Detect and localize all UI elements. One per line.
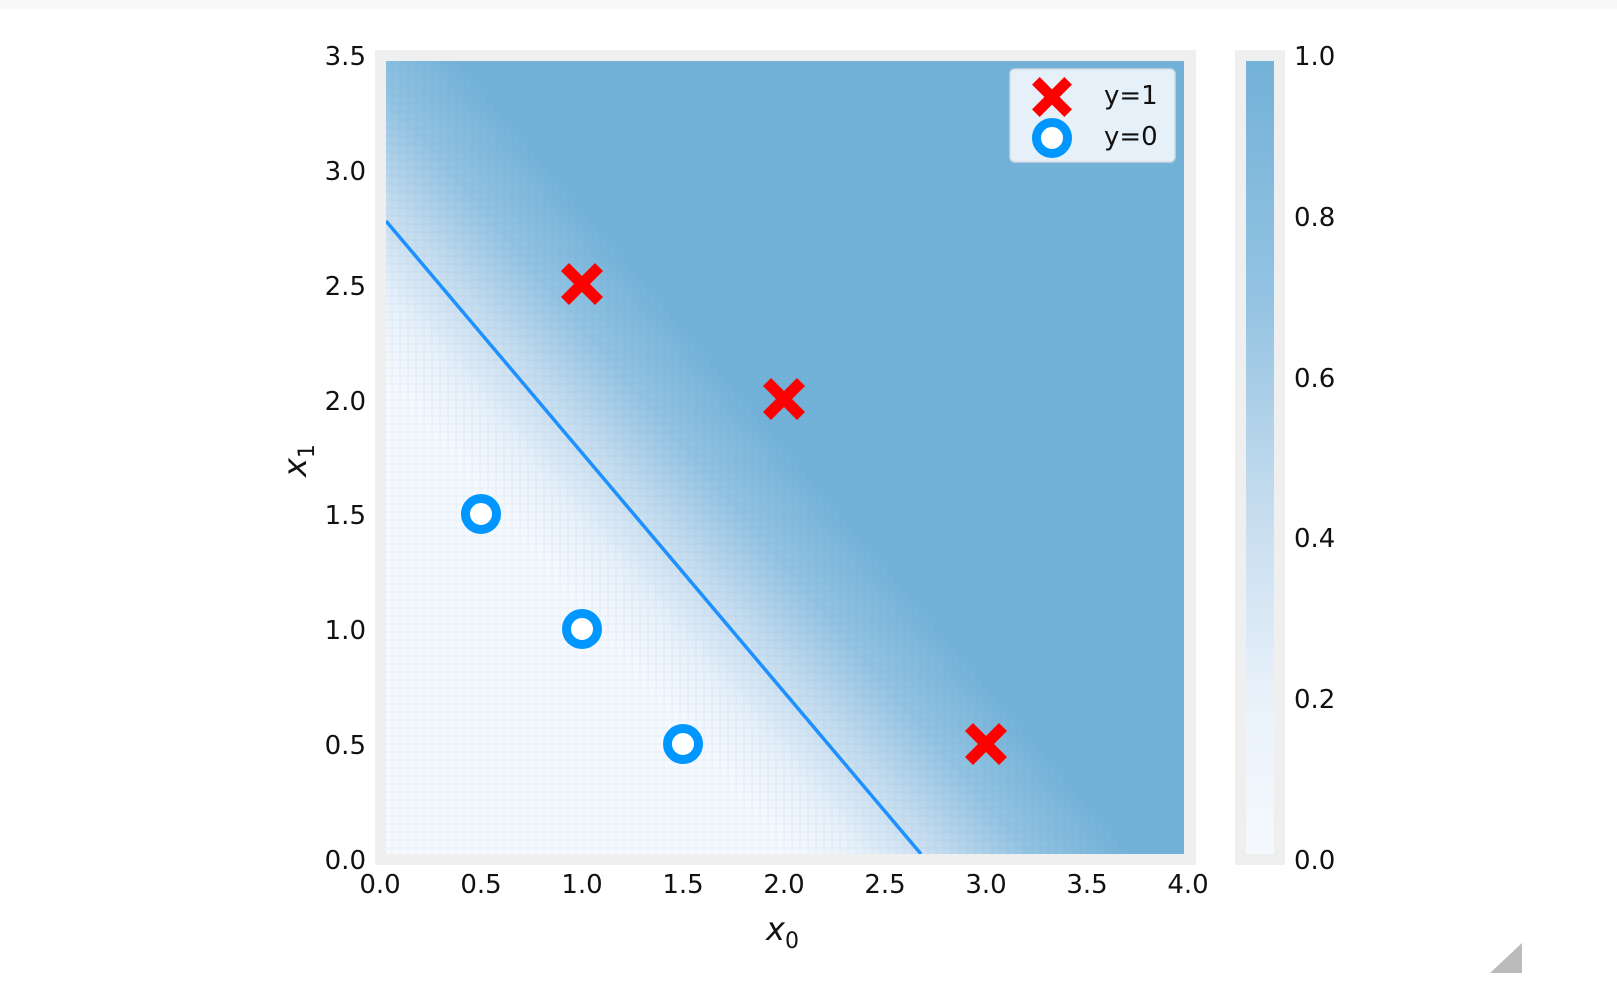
- top-bar: [0, 0, 1617, 9]
- y-tick: 2.5: [325, 272, 366, 302]
- x-tick: 2.5: [864, 870, 905, 900]
- x-tick: 3.5: [1066, 870, 1107, 900]
- legend-label-y1: y=1: [1104, 81, 1158, 111]
- y-tick: 3.5: [325, 42, 366, 72]
- legend-x-icon: [1032, 77, 1072, 117]
- x-marker: [965, 723, 1007, 765]
- x-tick: 0.0: [359, 870, 400, 900]
- legend-circle-icon: [1032, 118, 1072, 158]
- colorbar: [1235, 50, 1285, 865]
- legend-label-y0: y=0: [1104, 122, 1158, 152]
- x-tick-labels: 0.0 0.5 1.0 1.5 2.0 2.5 3.0 3.5 4.0: [359, 870, 1208, 900]
- x-tick: 0.5: [460, 870, 501, 900]
- series-y0-markers: [461, 494, 703, 764]
- resize-handle[interactable]: [1490, 943, 1522, 973]
- x-tick: 1.0: [561, 870, 602, 900]
- colorbar-tick-labels: 0.0 0.2 0.4 0.6 0.8 1.0: [1294, 42, 1335, 876]
- x-tick: 2.0: [763, 870, 804, 900]
- circle-marker: [562, 609, 602, 649]
- y-tick: 3.0: [325, 157, 366, 187]
- legend: y=1 y=0: [1009, 68, 1176, 163]
- y-tick: 1.5: [325, 501, 366, 531]
- x-tick: 4.0: [1167, 870, 1208, 900]
- x-tick: 3.0: [965, 870, 1006, 900]
- x-marker: [561, 263, 603, 305]
- y-tick: 0.5: [325, 731, 366, 761]
- cbar-tick: 0.0: [1294, 846, 1335, 876]
- decision-boundary-line: [386, 219, 923, 854]
- cbar-tick: 0.4: [1294, 524, 1335, 554]
- cbar-tick: 1.0: [1294, 42, 1335, 72]
- circle-marker: [461, 494, 501, 534]
- cbar-tick: 0.8: [1294, 203, 1335, 233]
- y-tick: 0.0: [325, 846, 366, 876]
- y-tick: 1.0: [325, 616, 366, 646]
- cbar-tick: 0.2: [1294, 685, 1335, 715]
- series-y1-markers: [561, 263, 1007, 765]
- y-tick-labels: 0.0 0.5 1.0 1.5 2.0 2.5 3.0 3.5: [325, 42, 366, 876]
- y-axis-label: x1: [276, 444, 320, 478]
- y-tick: 2.0: [325, 387, 366, 417]
- circle-marker: [663, 724, 703, 764]
- x-marker: [763, 378, 805, 420]
- x-axis-label: x0: [765, 910, 799, 954]
- cbar-tick: 0.6: [1294, 364, 1335, 394]
- x-tick: 1.5: [662, 870, 703, 900]
- probability-heatmap: [386, 61, 1184, 854]
